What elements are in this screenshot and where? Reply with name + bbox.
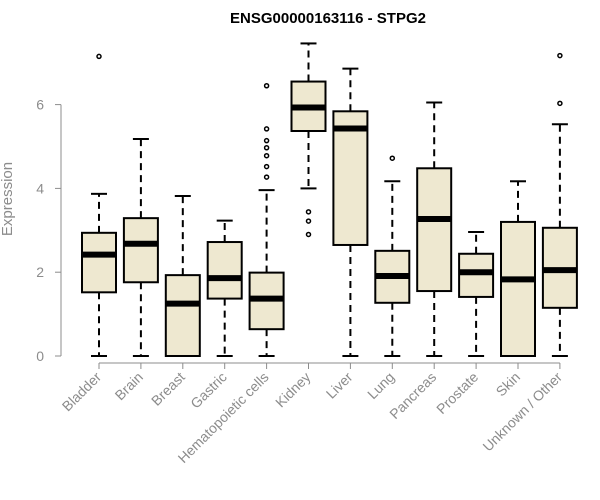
boxes-group [81,42,578,357]
box-bladder [81,53,117,357]
outlier-point [305,231,312,238]
y-tick-label: 2 [36,264,44,280]
box-liver [332,67,369,357]
box-lung [374,155,411,357]
y-tick-label: 0 [36,348,44,364]
box-iqr [206,241,243,300]
x-tick-label: Liver [323,369,356,402]
outlier-point [263,174,270,180]
outlier-point [96,53,102,60]
y-axis: 0 2 4 6 [36,97,62,364]
y-tick-label: 6 [36,97,44,113]
box-iqr [81,231,117,294]
outlier-point [263,163,270,170]
outlier-point [263,152,270,159]
box-iqr [500,220,536,357]
outlier-point [389,155,396,161]
x-tick-label: Prostate [433,369,481,417]
outlier-point [263,145,270,151]
x-tick-label: Bladder [59,369,105,415]
box-gastric [206,219,243,357]
box-iqr [458,252,495,298]
x-tick-label: Pancreas [386,369,439,422]
box-unknown-other [541,52,578,357]
box-kidney [290,42,327,238]
x-tick-label: Brain [112,369,146,403]
outlier-point [263,137,270,144]
box-skin [500,180,536,357]
outlier-point [557,100,563,107]
outlier-point [305,218,312,224]
outlier-point [263,82,270,89]
x-tick-label: Kidney [272,369,314,411]
box-prostate [458,230,495,357]
outlier-point [263,126,270,132]
outlier-point [557,52,563,59]
x-tick-label: Breast [148,369,188,409]
box-iqr [122,217,159,284]
x-tick-label: Lung [364,369,397,402]
y-tick-label: 4 [36,180,44,196]
box-iqr [416,167,453,293]
x-tick-label: Skin [493,369,524,400]
box-iqr [332,110,369,246]
box-pancreas [416,101,453,357]
box-brain [122,137,159,357]
box-iqr [164,274,201,357]
x-tick-label: Unknown / Other [479,369,565,455]
outlier-point [305,209,312,215]
box-hematopoietic-cells [248,82,285,357]
chart-title: ENSG00000163116 - STPG2 [230,10,426,27]
box-breast [164,194,201,357]
y-axis-label: Expression [0,162,16,236]
